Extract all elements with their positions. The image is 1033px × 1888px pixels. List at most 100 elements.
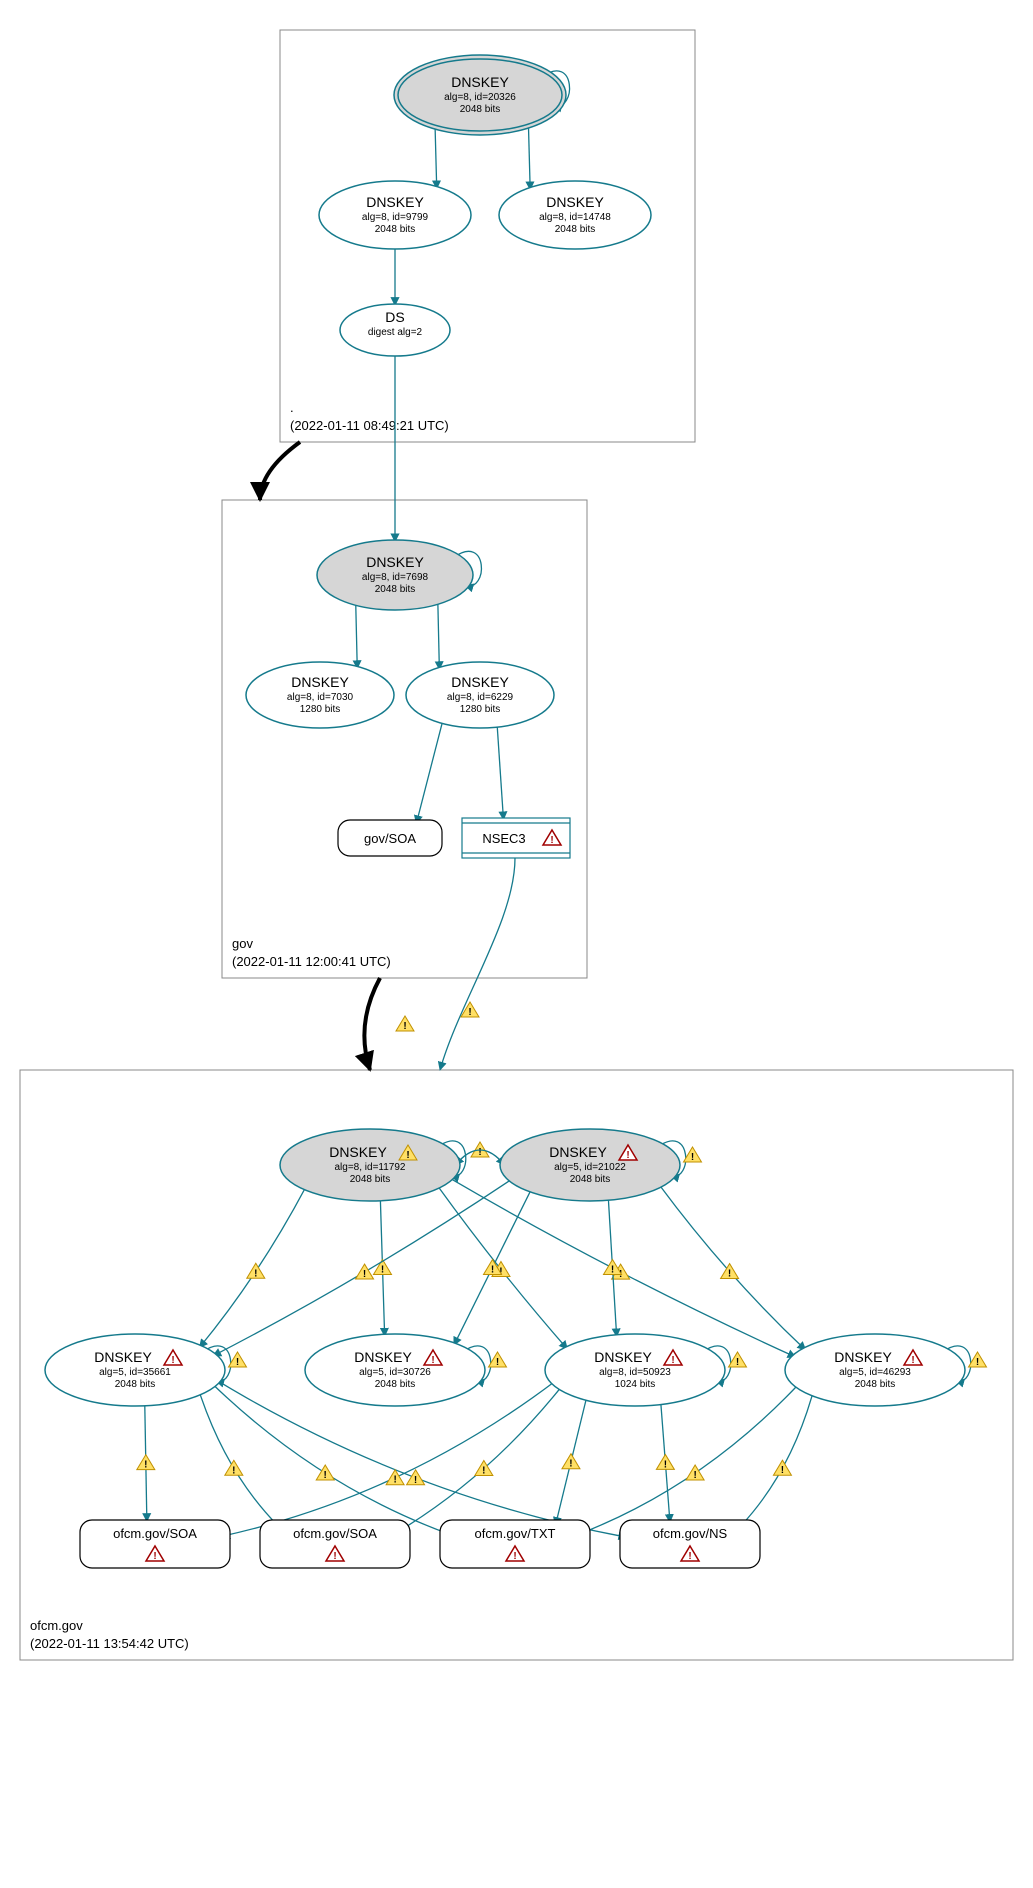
svg-text:!: ! bbox=[153, 1551, 156, 1562]
svg-text:!: ! bbox=[171, 1355, 174, 1366]
svg-text:!: ! bbox=[496, 1357, 499, 1368]
svg-text:!: ! bbox=[781, 1465, 784, 1476]
svg-text:!: ! bbox=[478, 1147, 481, 1158]
zone-timestamp: (2022-01-11 08:49:21 UTC) bbox=[290, 418, 449, 433]
warning-icon: ! bbox=[316, 1465, 334, 1481]
svg-text:!: ! bbox=[688, 1551, 691, 1562]
node-title: DNSKEY bbox=[329, 1144, 387, 1160]
node-sub: 2048 bits bbox=[375, 1379, 416, 1390]
svg-text:!: ! bbox=[232, 1465, 235, 1476]
edge bbox=[200, 1392, 282, 1529]
svg-text:!: ! bbox=[911, 1355, 914, 1366]
node-sub: alg=5, id=30726 bbox=[359, 1367, 431, 1378]
dnskey-node: DNSKEY alg=5, id=356612048 bits bbox=[45, 1334, 225, 1406]
svg-text:!: ! bbox=[491, 1265, 494, 1276]
node-sub: alg=5, id=21022 bbox=[554, 1162, 626, 1173]
dnskey-node: DNSKEYalg=8, id=147482048 bits bbox=[499, 181, 651, 249]
node-sub: 2048 bits bbox=[570, 1174, 611, 1185]
warning-icon: ! bbox=[137, 1455, 155, 1471]
zone-label: ofcm.gov bbox=[30, 1618, 83, 1633]
node-sub: 2048 bits bbox=[375, 584, 416, 595]
warning-icon: ! bbox=[969, 1352, 987, 1368]
node-sub: alg=8, id=20326 bbox=[444, 92, 516, 103]
zone-label: . bbox=[290, 400, 294, 415]
warning-icon: ! bbox=[656, 1454, 674, 1470]
node-title: DNSKEY bbox=[366, 554, 424, 570]
node-sub: 1024 bits bbox=[615, 1379, 656, 1390]
svg-text:!: ! bbox=[693, 1470, 696, 1481]
dnssec-diagram: .(2022-01-11 08:49:21 UTC)gov(2022-01-11… bbox=[0, 0, 1033, 1888]
node-sub: 2048 bits bbox=[555, 224, 596, 235]
node-sub: alg=8, id=6229 bbox=[447, 692, 514, 703]
zone-delegation-edge bbox=[260, 442, 300, 500]
node-sub: alg=5, id=35661 bbox=[99, 1367, 171, 1378]
warning-icon: ! bbox=[721, 1264, 739, 1280]
svg-text:!: ! bbox=[403, 1021, 406, 1032]
svg-text:!: ! bbox=[550, 835, 553, 846]
node-title: DNSKEY bbox=[94, 1349, 152, 1365]
warning-icon: ! bbox=[225, 1460, 243, 1476]
dnskey-node: DNSKEYalg=8, id=70301280 bits bbox=[246, 662, 394, 728]
svg-text:!: ! bbox=[381, 1265, 384, 1276]
node-sub: alg=8, id=7030 bbox=[287, 692, 354, 703]
node-sub: 2048 bits bbox=[115, 1379, 156, 1390]
node-sub: digest alg=2 bbox=[368, 327, 423, 338]
warning-icon: ! bbox=[562, 1454, 580, 1470]
svg-text:!: ! bbox=[728, 1269, 731, 1280]
node-sub: alg=8, id=14748 bbox=[539, 212, 611, 223]
dnskey-node: DNSKEYalg=8, id=203262048 bits bbox=[394, 55, 566, 135]
dnskey-node: DNSKEY alg=5, id=462932048 bits bbox=[785, 1334, 965, 1406]
rrset-label: ofcm.gov/SOA bbox=[113, 1526, 197, 1541]
warning-icon: ! bbox=[396, 1016, 414, 1032]
zone-delegation-edge bbox=[364, 978, 380, 1070]
svg-text:!: ! bbox=[569, 1459, 572, 1470]
node-title: DNSKEY bbox=[834, 1349, 892, 1365]
node-sub: alg=8, id=50923 bbox=[599, 1367, 671, 1378]
svg-text:!: ! bbox=[736, 1357, 739, 1368]
dnskey-node: DNSKEYalg=5, id=307262048 bits bbox=[305, 1334, 485, 1406]
node-sub: alg=8, id=7698 bbox=[362, 572, 429, 583]
dnskey-node: DNSKEYalg=8, id=62291280 bits bbox=[406, 662, 554, 728]
edge bbox=[199, 1187, 305, 1347]
svg-text:!: ! bbox=[144, 1460, 147, 1471]
node-sub: alg=8, id=11792 bbox=[335, 1162, 406, 1173]
warning-icon: ! bbox=[247, 1263, 265, 1279]
svg-text:!: ! bbox=[431, 1355, 434, 1366]
svg-text:!: ! bbox=[254, 1268, 257, 1279]
edge bbox=[435, 123, 437, 189]
warning-icon: ! bbox=[461, 1002, 479, 1018]
svg-text:!: ! bbox=[406, 1150, 409, 1161]
svg-text:!: ! bbox=[976, 1357, 979, 1368]
rrset-label: ofcm.gov/SOA bbox=[293, 1526, 377, 1541]
svg-text:!: ! bbox=[611, 1265, 614, 1276]
node-sub: alg=8, id=9799 bbox=[362, 212, 429, 223]
svg-text:!: ! bbox=[626, 1150, 629, 1161]
rrset-label: ofcm.gov/TXT bbox=[475, 1526, 556, 1541]
svg-text:!: ! bbox=[236, 1357, 239, 1368]
svg-text:!: ! bbox=[513, 1551, 516, 1562]
svg-text:!: ! bbox=[671, 1355, 674, 1366]
dnskey-node: DNSKEYalg=5, id=210222048 bits bbox=[500, 1129, 680, 1201]
edge bbox=[213, 1384, 450, 1534]
edge bbox=[438, 602, 440, 669]
edge bbox=[528, 122, 530, 190]
rrset-label: gov/SOA bbox=[364, 831, 416, 846]
node-sub: 2048 bits bbox=[460, 104, 501, 115]
zone-timestamp: (2022-01-11 12:00:41 UTC) bbox=[232, 954, 391, 969]
svg-text:!: ! bbox=[363, 1269, 366, 1280]
node-sub: 2048 bits bbox=[375, 224, 416, 235]
rrset-node: gov/SOA bbox=[338, 820, 442, 856]
node-sub: 1280 bits bbox=[460, 704, 501, 715]
warning-icon: ! bbox=[489, 1352, 507, 1368]
warning-icon: ! bbox=[684, 1147, 702, 1163]
edge bbox=[356, 603, 358, 668]
dnskey-node: DNSKEYalg=8, id=117922048 bits bbox=[280, 1129, 460, 1201]
warning-icon: ! bbox=[773, 1460, 791, 1476]
zone-timestamp: (2022-01-11 13:54:42 UTC) bbox=[30, 1636, 189, 1651]
edge bbox=[579, 1385, 798, 1534]
svg-text:!: ! bbox=[324, 1470, 327, 1481]
node-sub: 2048 bits bbox=[855, 1379, 896, 1390]
node-sub: 1280 bits bbox=[300, 704, 341, 715]
node-sub: alg=5, id=46293 bbox=[839, 1367, 911, 1378]
svg-text:!: ! bbox=[664, 1459, 667, 1470]
